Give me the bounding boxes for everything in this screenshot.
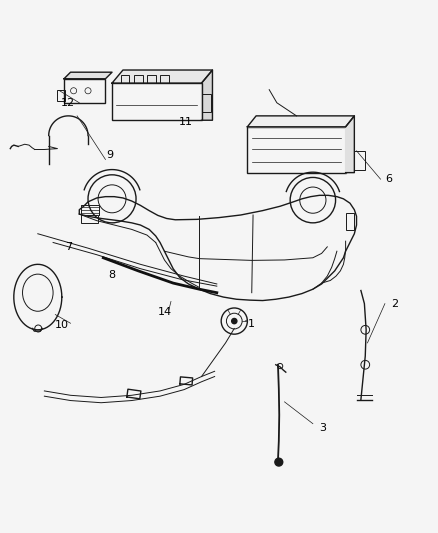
Bar — [201, 94, 211, 111]
Polygon shape — [112, 70, 212, 83]
Bar — [57, 90, 65, 101]
Polygon shape — [201, 70, 212, 120]
Polygon shape — [64, 72, 112, 79]
Bar — [346, 213, 354, 230]
Text: 3: 3 — [319, 423, 326, 433]
Text: 8: 8 — [109, 270, 116, 280]
Text: 12: 12 — [61, 98, 75, 108]
Text: 6: 6 — [385, 174, 392, 184]
Bar — [147, 75, 155, 83]
Bar — [247, 127, 346, 173]
Polygon shape — [247, 116, 354, 127]
Text: 1: 1 — [248, 319, 255, 329]
Text: 10: 10 — [55, 320, 69, 330]
Text: 14: 14 — [157, 308, 172, 317]
Bar — [134, 75, 143, 83]
Bar — [160, 75, 169, 83]
Bar — [121, 75, 130, 83]
Bar — [112, 83, 201, 120]
Bar — [354, 151, 365, 171]
Text: 11: 11 — [179, 117, 193, 127]
Circle shape — [275, 458, 283, 466]
Text: 7: 7 — [65, 242, 72, 252]
Circle shape — [232, 318, 237, 324]
Polygon shape — [346, 116, 354, 173]
Text: 9: 9 — [106, 150, 113, 160]
Bar — [64, 79, 106, 103]
Text: 2: 2 — [392, 298, 399, 309]
Bar — [81, 215, 98, 223]
